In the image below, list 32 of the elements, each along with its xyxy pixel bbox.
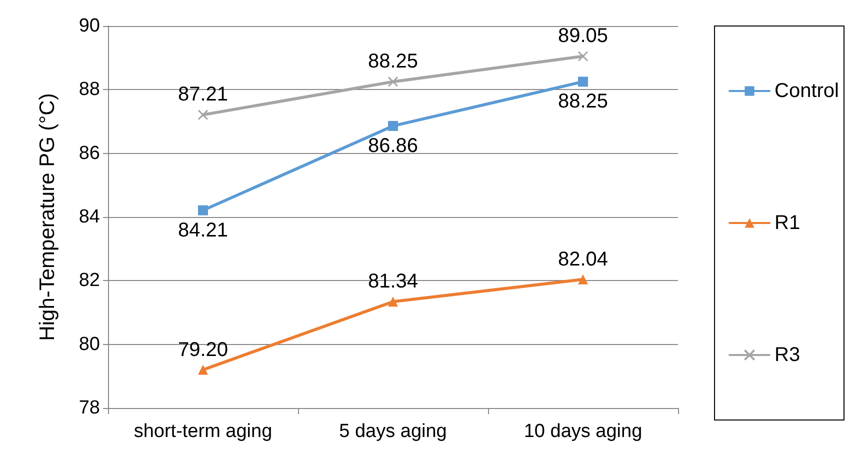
y-tick-label: 88	[78, 79, 100, 100]
point	[388, 296, 398, 307]
y-tick-label: 78	[78, 398, 100, 418]
data-label: 81.34	[368, 270, 418, 293]
point	[388, 76, 398, 87]
x-tick-label: 5 days aging	[339, 421, 447, 442]
point	[198, 364, 208, 375]
y-axis-title: High-Temperature PG (°C)	[36, 93, 59, 341]
point	[578, 50, 588, 62]
data-label: 88.25	[558, 90, 608, 113]
y-tick-label: 86	[78, 142, 100, 164]
y-tick-label: 84	[78, 206, 100, 228]
data-label: 87.21	[178, 84, 228, 106]
y-tick-label: 82	[78, 270, 100, 292]
legend-label: R1	[774, 212, 800, 234]
y-tick-label: 80	[78, 334, 100, 355]
data-label: 82.04	[558, 248, 608, 270]
data-label: 86.86	[368, 134, 418, 157]
point	[578, 274, 588, 284]
x-tick-label: short-term aging	[134, 421, 272, 442]
y-tick-label: 90	[78, 16, 100, 36]
legend-label: R3	[774, 344, 800, 366]
data-label: 88.25	[368, 50, 418, 72]
point	[198, 110, 208, 120]
point	[198, 205, 208, 216]
data-label: 79.20	[178, 338, 228, 361]
legend-label: Control	[774, 80, 840, 102]
point	[578, 76, 588, 87]
data-label: 89.05	[558, 24, 608, 47]
data-label: 84.21	[178, 219, 228, 242]
x-tick-label: 10 days aging	[524, 421, 642, 442]
point	[388, 120, 398, 131]
